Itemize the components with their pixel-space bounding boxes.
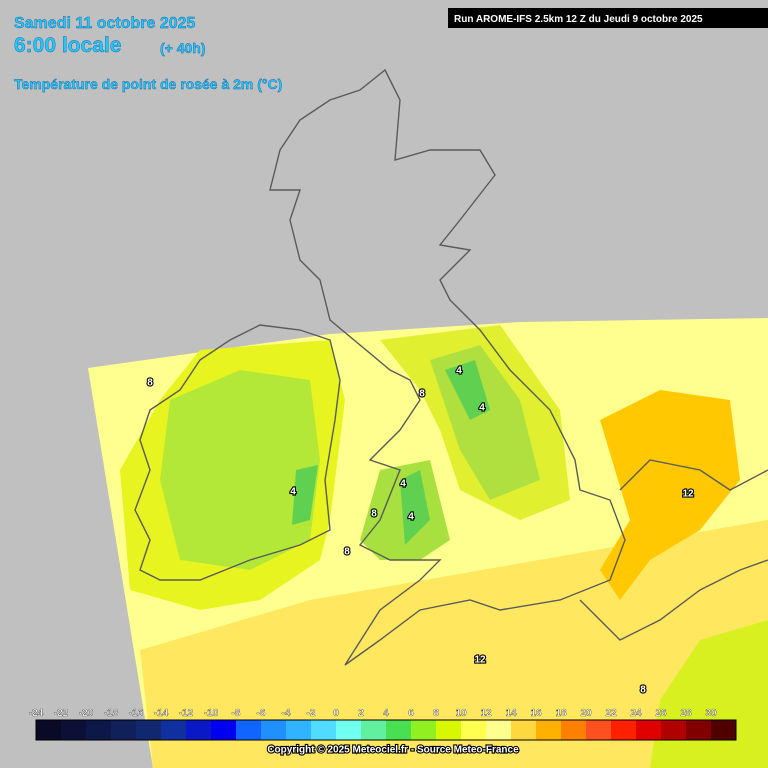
legend-tick-label: -16	[129, 708, 144, 719]
legend-tick-label: 10	[455, 708, 467, 719]
contour-label: 8	[344, 547, 350, 558]
legend-tick-label: -24	[29, 708, 44, 719]
legend-cell	[311, 720, 337, 740]
legend-tick-label: -10	[204, 708, 219, 719]
legend-cell	[36, 720, 62, 740]
orange-area	[600, 390, 740, 600]
legend-tick-label: 22	[605, 708, 617, 719]
green-ireland	[160, 370, 320, 570]
legend-cell	[336, 720, 362, 740]
coastline-continent	[579, 459, 768, 641]
legend-cell	[211, 720, 237, 740]
contour-label: 4	[290, 487, 296, 498]
legend-tick-label: -6	[257, 708, 266, 719]
legend-cell	[636, 720, 662, 740]
legend-cell	[511, 720, 537, 740]
legend-cell	[186, 720, 212, 740]
contour-label: 4	[400, 479, 406, 490]
legend-tick-label: 8	[433, 708, 439, 719]
legend-cell	[686, 720, 712, 740]
legend-tick-label: 2	[358, 708, 364, 719]
contour-label: 8	[147, 378, 153, 389]
legend-cell	[536, 720, 562, 740]
legend-tick-label: 30	[705, 708, 717, 719]
coastline-ireland	[134, 324, 341, 581]
legend-tick-label: 24	[630, 708, 642, 719]
legend-frame	[35, 719, 737, 741]
contour-label: 8	[371, 509, 377, 520]
legend-tick-label: 16	[530, 708, 542, 719]
legend-cell	[661, 720, 687, 740]
legend-cell	[161, 720, 187, 740]
legend-cell	[136, 720, 162, 740]
legend-tick-label: 12	[480, 708, 492, 719]
legend-tick-label: 6	[408, 708, 414, 719]
lead-time: (+ 40h)	[160, 40, 206, 56]
legend-tick-label: -4	[282, 708, 291, 719]
copyright: Copyright © 2025 Meteociel.fr - Source M…	[267, 745, 519, 756]
legend-tick-label: -8	[232, 708, 241, 719]
legend-cell	[561, 720, 587, 740]
legend-cell	[711, 720, 737, 740]
contour-label: 4	[479, 403, 485, 414]
legend-cell	[361, 720, 387, 740]
run-box	[448, 8, 768, 28]
time: 6:00 locale	[14, 34, 121, 57]
legend-cell	[461, 720, 487, 740]
contour-label: 8	[419, 389, 425, 400]
legend-cell	[261, 720, 287, 740]
parameter: Température de point de rosée à 2m (°C)	[14, 76, 282, 92]
contour-label: 8	[640, 685, 646, 696]
legend-tick-label: 26	[655, 708, 667, 719]
legend-tick-label: -14	[154, 708, 169, 719]
date: Samedi 11 octobre 2025	[14, 15, 196, 32]
legend-tick-label: 28	[680, 708, 692, 719]
legend-tick-label: -22	[54, 708, 69, 719]
legend-tick-label: -20	[79, 708, 94, 719]
contour-label: 4	[456, 366, 462, 377]
legend-tick-label: 4	[383, 708, 389, 719]
contour-label: 12	[474, 655, 486, 666]
legend-cell	[411, 720, 437, 740]
legend-cell	[61, 720, 87, 740]
contour-label: 4	[408, 512, 414, 523]
legend-tick-label: -12	[179, 708, 194, 719]
legend-cell	[486, 720, 512, 740]
legend-tick-label: -2	[307, 708, 316, 719]
legend-tick-label: 18	[555, 708, 567, 719]
run-info: Run AROME-IFS 2.5km 12 Z du Jeudi 9 octo…	[454, 14, 703, 25]
legend-cell	[111, 720, 137, 740]
legend-cell	[86, 720, 112, 740]
legend-cell	[586, 720, 612, 740]
legend-tick-label: 0	[333, 708, 339, 719]
contour-label: 12	[682, 489, 694, 500]
green-4	[292, 465, 318, 525]
legend: -24 -22 -20 -18 -16 -14 -12 -10 -8 -6 -4 -2 0 2 4 6 8 10 1…	[29, 708, 737, 741]
legend-cell	[611, 720, 637, 740]
legend-tick-label: 20	[580, 708, 592, 719]
legend-cell	[236, 720, 262, 740]
green-4	[400, 470, 430, 545]
legend-cell	[386, 720, 412, 740]
contour-labels: 8 4 4 8 4 4 4 8 8 12 12 8	[146, 365, 695, 697]
legend-cell	[286, 720, 312, 740]
legend-tick-label: 14	[505, 708, 517, 719]
legend-tick-label: -18	[104, 708, 119, 719]
green-4	[445, 360, 490, 420]
legend-cell	[436, 720, 462, 740]
coastline-great-britain	[269, 68, 626, 666]
